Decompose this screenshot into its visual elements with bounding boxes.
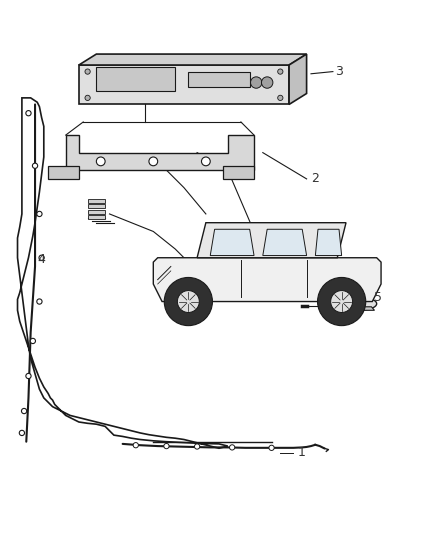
Circle shape <box>19 430 25 435</box>
Text: 1: 1 <box>298 446 306 459</box>
Circle shape <box>230 445 235 450</box>
Polygon shape <box>88 204 105 208</box>
Polygon shape <box>66 135 254 170</box>
Circle shape <box>261 77 273 88</box>
Polygon shape <box>88 209 105 214</box>
Circle shape <box>21 408 27 414</box>
Polygon shape <box>88 215 105 219</box>
Polygon shape <box>263 229 307 255</box>
Circle shape <box>164 443 169 449</box>
Text: 3: 3 <box>335 65 343 78</box>
Circle shape <box>278 69 283 74</box>
Circle shape <box>194 444 200 449</box>
Polygon shape <box>210 229 254 255</box>
Polygon shape <box>188 71 250 87</box>
Circle shape <box>37 211 42 216</box>
Circle shape <box>149 157 158 166</box>
Circle shape <box>39 255 44 260</box>
Circle shape <box>201 157 210 166</box>
Polygon shape <box>197 223 346 258</box>
Circle shape <box>85 95 90 101</box>
Circle shape <box>331 290 353 312</box>
Circle shape <box>164 278 212 326</box>
Circle shape <box>30 338 35 344</box>
Ellipse shape <box>342 297 377 310</box>
Text: 2: 2 <box>311 172 319 185</box>
Circle shape <box>177 290 199 312</box>
Circle shape <box>318 278 366 326</box>
Circle shape <box>85 69 90 74</box>
Polygon shape <box>96 67 175 91</box>
Polygon shape <box>88 199 105 203</box>
Polygon shape <box>289 54 307 104</box>
Text: 5: 5 <box>374 290 382 304</box>
Circle shape <box>32 163 38 168</box>
Circle shape <box>26 110 31 116</box>
Polygon shape <box>79 65 289 104</box>
Polygon shape <box>344 307 374 310</box>
Circle shape <box>269 445 274 450</box>
Polygon shape <box>223 166 254 179</box>
Text: 4: 4 <box>37 253 45 266</box>
Circle shape <box>133 442 138 448</box>
Polygon shape <box>315 229 342 255</box>
Polygon shape <box>79 54 307 65</box>
Polygon shape <box>153 258 381 302</box>
Circle shape <box>278 95 283 101</box>
Circle shape <box>37 299 42 304</box>
Circle shape <box>96 157 105 166</box>
Circle shape <box>251 77 262 88</box>
Polygon shape <box>48 166 79 179</box>
Circle shape <box>26 374 31 378</box>
Polygon shape <box>18 98 228 448</box>
